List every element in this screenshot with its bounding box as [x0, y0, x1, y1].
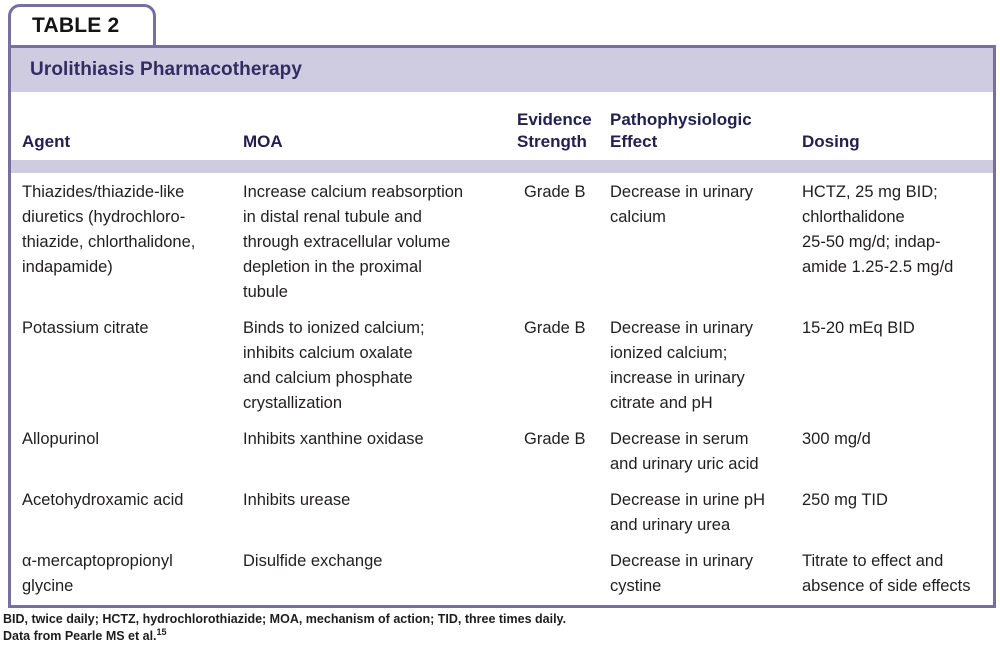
dosing-cell: 250 mg TID	[802, 491, 888, 509]
effect-cell: Decrease in urinary calcium	[610, 183, 754, 226]
table-row-acetohydroxamic-acid: Acetohydroxamic acid Inhibits urease Dec…	[11, 477, 993, 538]
evidence-cell: Grade B	[524, 319, 586, 337]
dosing-cell: HCTZ, 25 mg BID; chlorthalidone 25-50 mg…	[802, 183, 954, 276]
dosing-cell: 300 mg/d	[802, 430, 871, 448]
table-title-band: Urolithiasis Pharmacotherapy	[11, 48, 993, 92]
footnote-source: Data from Pearle MS et al.15	[3, 626, 566, 645]
column-header-row: Agent MOA Evidence Strength Pathophysiol…	[11, 92, 993, 160]
moa-cell: Disulfide exchange	[243, 552, 383, 570]
table-number-label: TABLE 2	[32, 14, 120, 37]
evidence-cell: Grade B	[524, 183, 586, 201]
table-row-allopurinol: Allopurinol Inhibits xanthine oxidase Gr…	[11, 416, 993, 477]
column-header-dosing: Dosing	[802, 132, 860, 151]
moa-cell: Increase calcium reabsorption in distal …	[243, 183, 464, 301]
table-title: Urolithiasis Pharmacotherapy	[30, 59, 303, 80]
table-row-potassium-citrate: Potassium citrate Binds to ionized calci…	[11, 305, 993, 416]
effect-cell: Decrease in urine pH and urinary urea	[610, 491, 765, 534]
agent-cell: Allopurinol	[22, 430, 100, 448]
agent-cell: Thiazides/thiazide-like diuretics (hydro…	[22, 183, 196, 276]
footnote-source-text: Data from Pearle MS et al.	[3, 629, 157, 643]
column-header-effect: Pathophysiologic Effect	[610, 110, 752, 151]
header-separator-band	[11, 160, 993, 173]
agent-cell: α-mercaptopropionyl glycine	[22, 552, 173, 595]
footnote-abbreviations: BID, twice daily; HCTZ, hydrochlorothiaz…	[3, 612, 567, 626]
column-header-moa: MOA	[243, 132, 283, 151]
evidence-cell: Grade B	[524, 430, 586, 448]
agent-cell: Acetohydroxamic acid	[22, 491, 184, 509]
dosing-cell: Titrate to effect and absence of side ef…	[802, 552, 971, 595]
effect-cell: Decrease in serum and urinary uric acid	[610, 430, 759, 473]
evidence-cell	[517, 488, 610, 538]
table-number-tab: TABLE 2	[8, 4, 156, 45]
agent-cell: Potassium citrate	[22, 319, 149, 337]
column-header-agent: Agent	[22, 132, 71, 151]
column-header-evidence: Evidence Strength	[517, 110, 592, 151]
dosing-cell: 15-20 mEq BID	[802, 319, 915, 337]
effect-cell: Decrease in urinary cystine	[610, 552, 754, 595]
moa-cell: Inhibits urease	[243, 491, 351, 509]
moa-cell: Binds to ionized calcium; inhibits calci…	[243, 319, 425, 412]
effect-cell: Decrease in urinary ionized calcium; inc…	[610, 319, 754, 412]
table-row-mercaptopropionyl-glycine: α-mercaptopropionyl glycine Disulfide ex…	[11, 538, 993, 599]
moa-cell: Inhibits xanthine oxidase	[243, 430, 424, 448]
pharmacotherapy-table: Urolithiasis Pharmacotherapy Agent MOA E…	[8, 45, 996, 608]
footnote-reference-superscript: 15	[156, 626, 167, 637]
table-footnotes: BID, twice daily; HCTZ, hydrochlorothiaz…	[3, 611, 566, 645]
table-row-thiazides: Thiazides/thiazide-like diuretics (hydro…	[11, 173, 993, 305]
table-body: Thiazides/thiazide-like diuretics (hydro…	[11, 173, 993, 605]
evidence-cell	[517, 549, 610, 599]
